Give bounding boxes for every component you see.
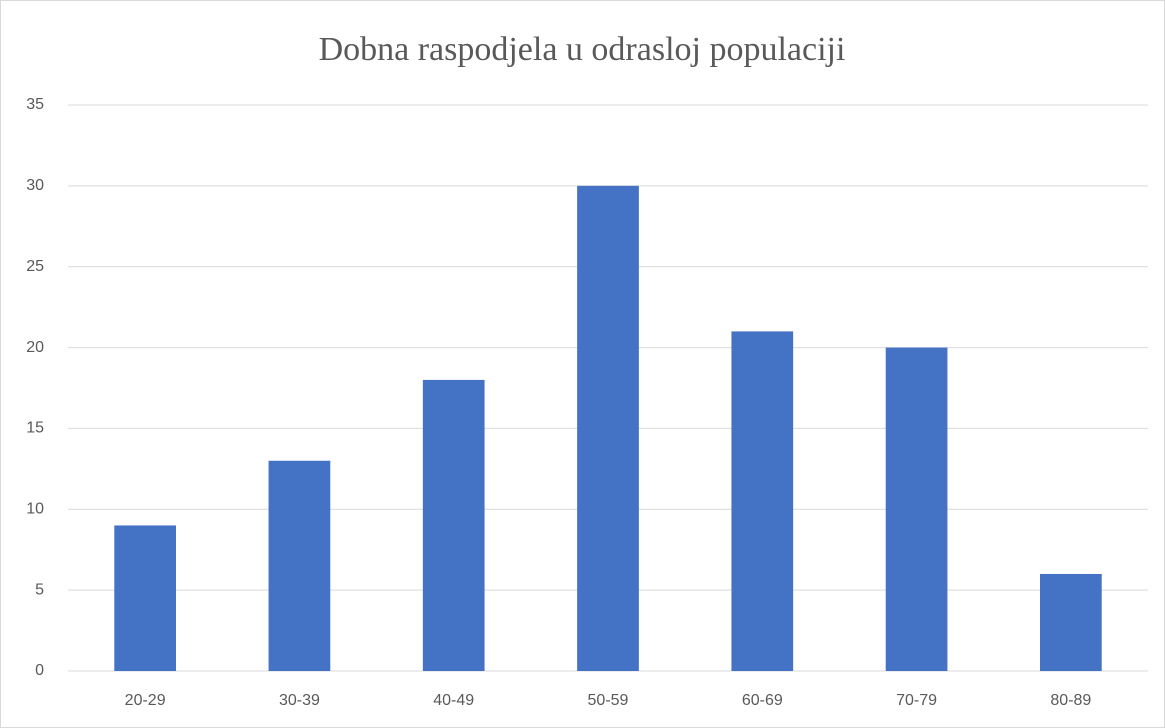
x-tick-label: 50-59: [588, 692, 629, 709]
y-tick-label: 0: [35, 662, 44, 679]
bar: [268, 460, 331, 671]
x-tick-label: 60-69: [742, 692, 783, 709]
y-tick-label: 15: [26, 420, 44, 437]
bar: [1040, 573, 1102, 671]
x-tick-label: 40-49: [433, 692, 474, 709]
x-tick-label: 30-39: [279, 692, 320, 709]
y-tick-label: 25: [26, 258, 44, 275]
x-tick-label: 70-79: [896, 692, 937, 709]
bar: [885, 347, 948, 671]
y-tick-label: 20: [26, 339, 44, 356]
chart-title: Dobna raspodjela u odrasloj populaciji: [319, 31, 846, 68]
y-tick-label: 10: [26, 501, 44, 518]
bar: [114, 525, 176, 671]
x-tick-label: 20-29: [125, 692, 166, 709]
bar: [577, 185, 639, 671]
bar: [422, 379, 485, 671]
y-tick-label: 5: [35, 581, 44, 598]
y-tick-label: 30: [26, 177, 44, 194]
x-tick-label: 80-89: [1050, 692, 1091, 709]
bar: [731, 331, 794, 671]
y-tick-label: 35: [26, 96, 44, 113]
